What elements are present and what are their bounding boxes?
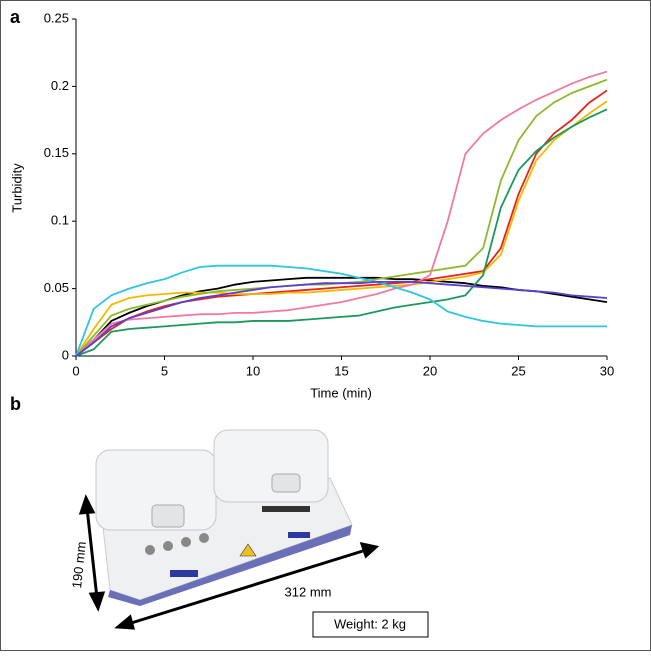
y-tick-label: 0.1 bbox=[51, 213, 69, 228]
panel-label: b bbox=[10, 394, 21, 414]
series-line bbox=[75, 89, 608, 357]
y-tick-label: 0.15 bbox=[44, 145, 69, 160]
series-line bbox=[75, 264, 607, 357]
x-axis-label: Time (min) bbox=[310, 385, 372, 400]
x-tick-label: 25 bbox=[511, 363, 525, 378]
y-tick-label: 0.05 bbox=[44, 280, 69, 295]
height-label: 190 mm bbox=[69, 541, 89, 589]
x-tick-label: 15 bbox=[334, 363, 348, 378]
y-tick-label: 0 bbox=[62, 347, 69, 362]
weight-box bbox=[312, 611, 429, 638]
device-photo bbox=[95, 429, 353, 606]
series-line bbox=[75, 280, 608, 357]
series-line bbox=[75, 100, 608, 357]
x-tick-label: 30 bbox=[600, 363, 614, 378]
weight-label: Weight: 2 kg bbox=[334, 616, 406, 631]
panel-label: a bbox=[10, 7, 21, 27]
y-tick-label: 0.2 bbox=[51, 78, 69, 93]
plot: 0 0.05 0.1 0.15 0.2 0.25 0 5 10 15 20 25 30 bbox=[44, 10, 615, 378]
width-label: 312 mm bbox=[285, 584, 332, 599]
x-tick-label: 10 bbox=[246, 363, 260, 378]
series-line bbox=[75, 108, 608, 357]
x-tick-label: 5 bbox=[161, 363, 168, 378]
x-tick-label: 20 bbox=[423, 363, 437, 378]
dimension-arrows bbox=[78, 494, 380, 630]
x-tick-label: 0 bbox=[72, 363, 79, 378]
y-tick-label: 0.25 bbox=[44, 10, 69, 25]
series-line bbox=[75, 70, 608, 357]
y-axis-label: Turbidity bbox=[9, 163, 24, 213]
